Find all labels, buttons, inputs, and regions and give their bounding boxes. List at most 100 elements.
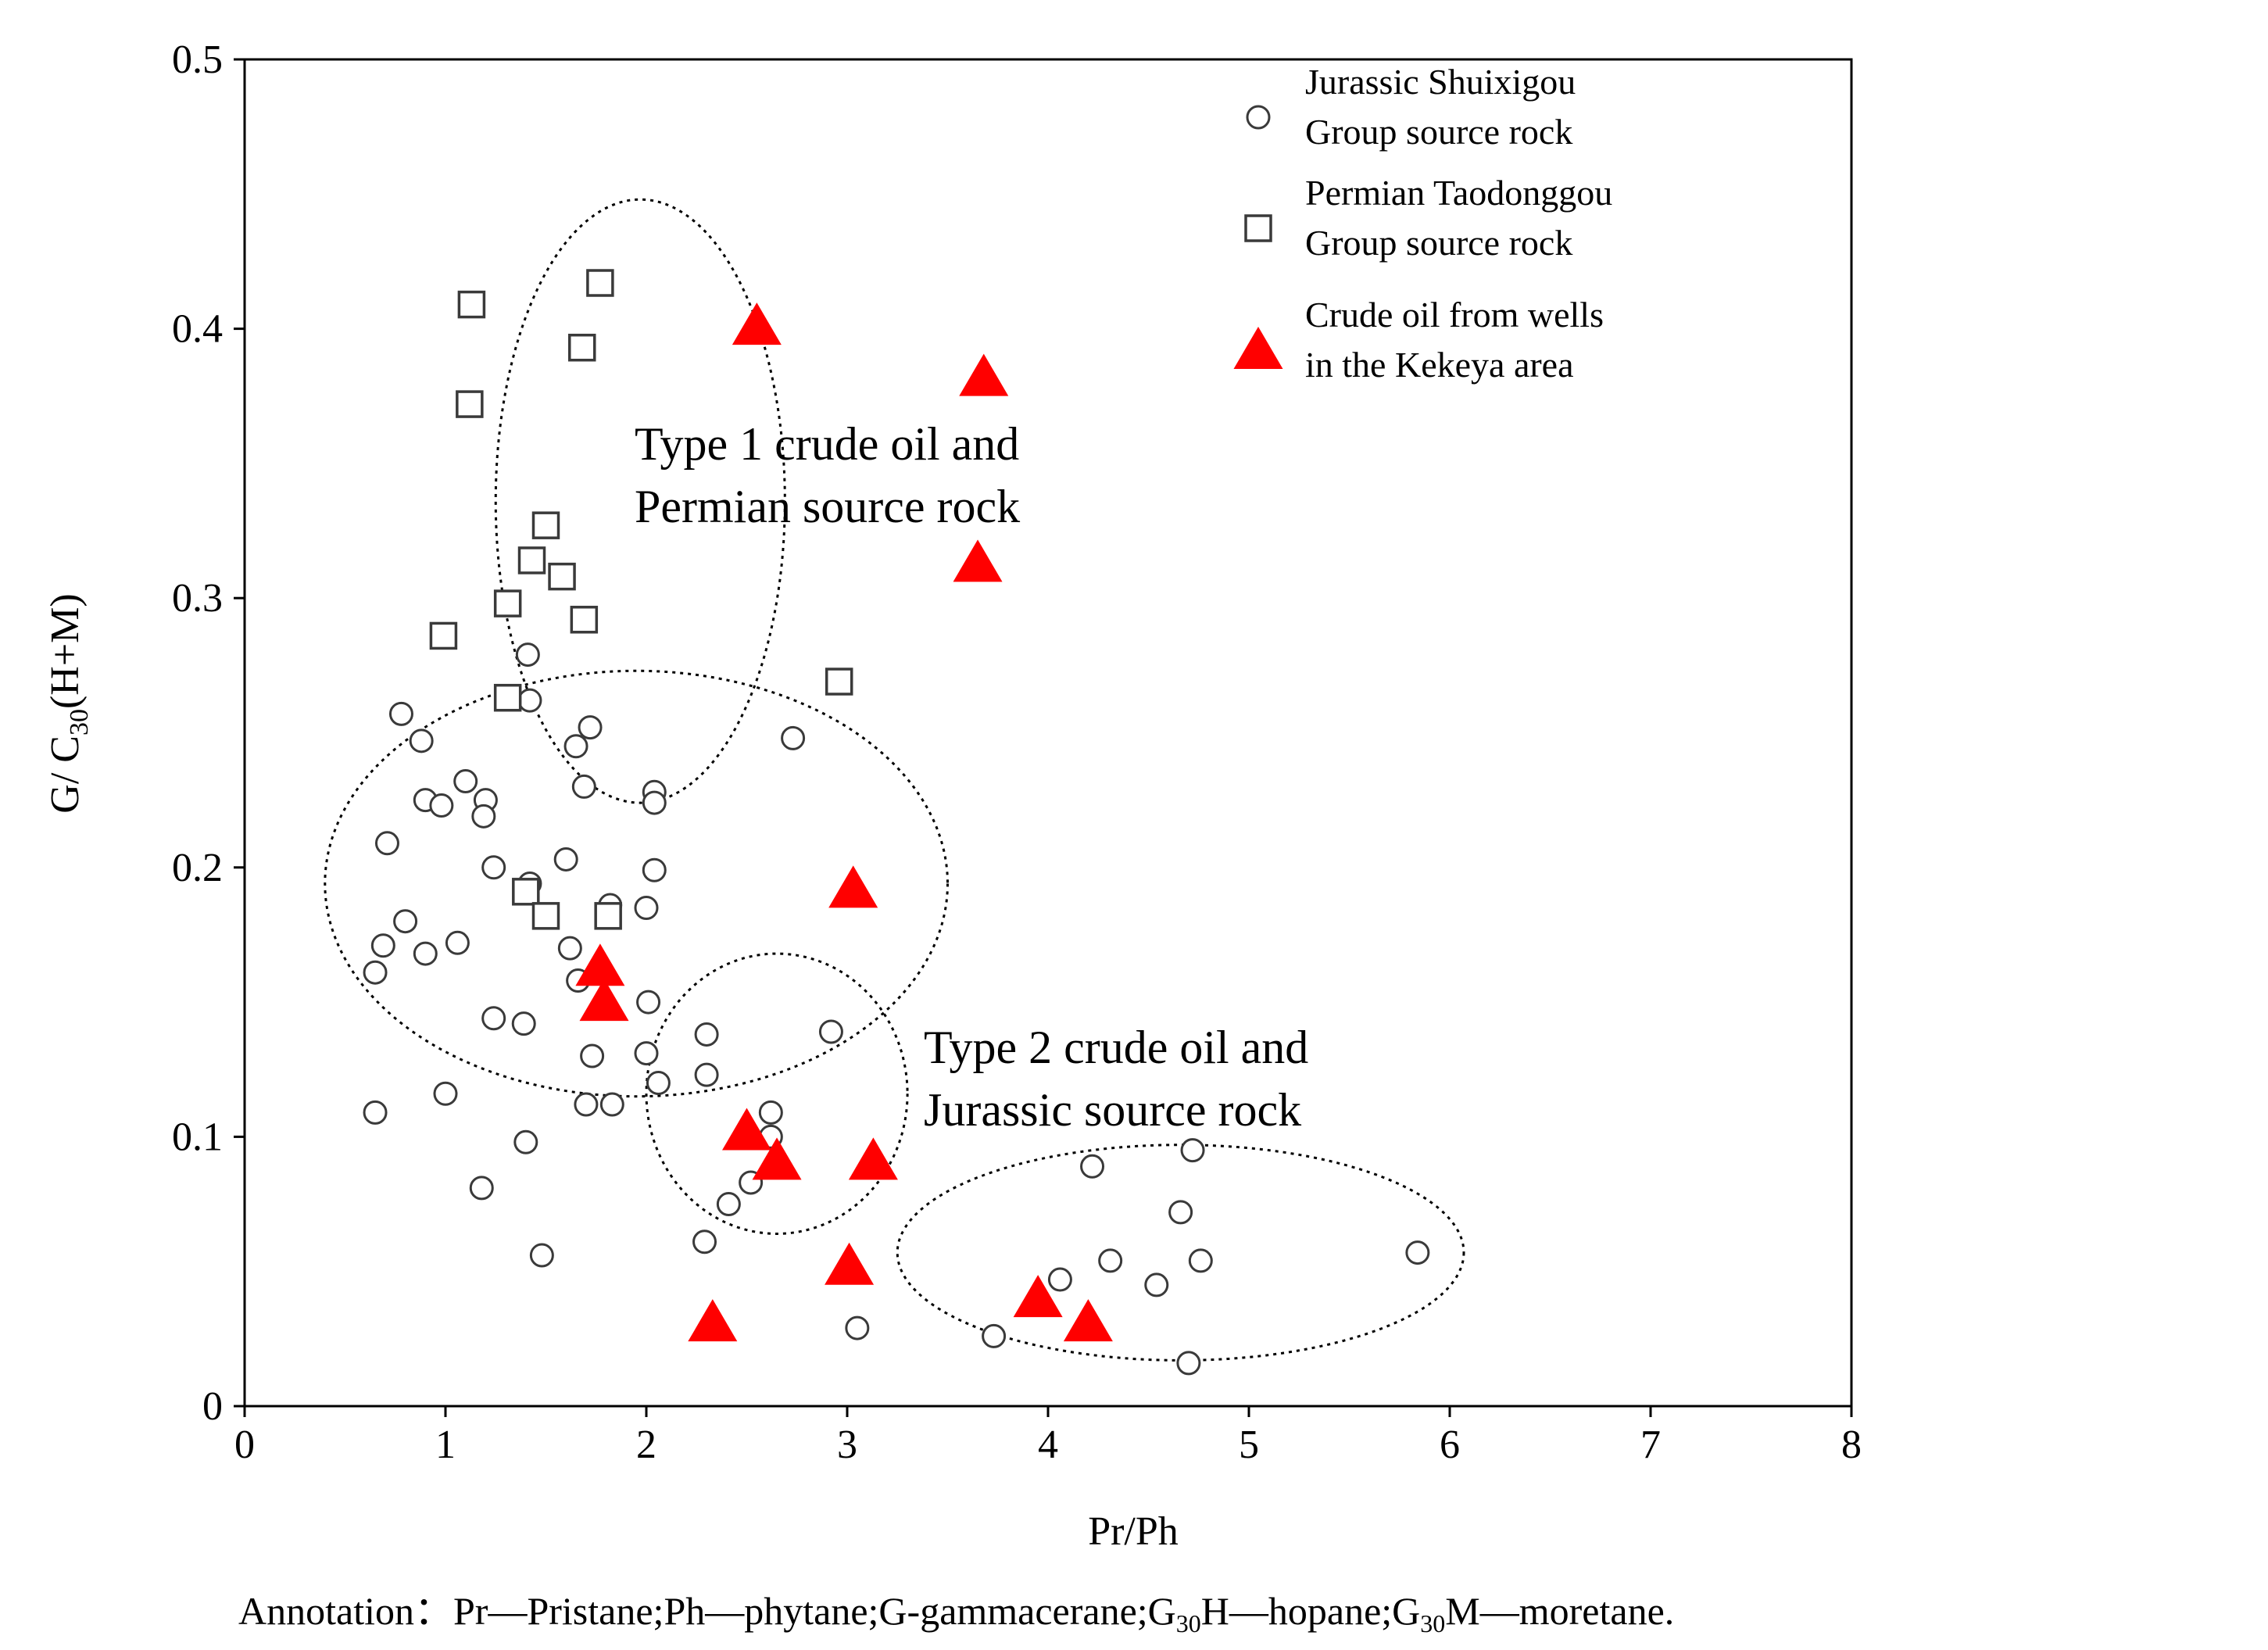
x-tick-label: 7 [1640,1423,1661,1467]
jurassic-point [1188,1248,1213,1273]
x-tick-label: 0 [234,1423,255,1467]
permian-point [531,902,560,930]
jurassic-point [694,1022,719,1047]
jurassic-point [571,774,596,799]
legend-marker-circle [1246,105,1271,130]
type2-ellipse [645,952,909,1235]
jurassic-point [781,725,806,750]
jurassic-point [982,1323,1007,1348]
x-tick-label: 6 [1440,1423,1460,1467]
permian-point [568,333,596,362]
legend-label-line2: Group source rock [1305,223,1572,263]
legend-label-line2: in the Kekeya area [1305,345,1574,385]
annotation-line1: Type 1 crude oil and [635,418,1019,470]
annotation-group: Type 1 crude oil and Permian source rock T… [635,418,1308,1136]
jurassic-point [515,642,540,668]
jurassic-point [529,1243,554,1268]
jurassic-point [481,855,506,880]
jurassic-point [513,1129,538,1154]
crude-oil-point [959,353,1009,396]
legend-label-line1: Crude oil from wells [1305,295,1604,335]
jurassic-point [374,831,399,856]
permian-point [429,621,458,650]
jurassic-point [634,1041,659,1066]
jurassic-point [370,933,395,958]
jurassic-point [445,930,470,955]
footnote-h-sub: 30 [1176,1609,1201,1637]
y-axis-label-tail: (H+M) [43,593,88,709]
footnote-h-def: hopane; [1268,1589,1392,1633]
crude-oil-point [732,302,782,345]
jurassic-point [1098,1248,1123,1273]
footnote-m-tail: M [1445,1589,1479,1633]
jurassic-point [563,734,588,759]
jurassic-point [578,715,603,740]
crude-oil-point [825,1242,875,1285]
permian-point [457,290,486,319]
legend-label-line1: Jurassic Shuixigou [1305,62,1576,102]
y-axis-label-sub: 30 [65,709,94,736]
crude-oil-point [752,1137,802,1180]
crude-oil-point [848,1137,898,1180]
type1-ellipse [494,198,786,804]
permian-point [456,390,484,418]
x-tick-label: 1 [435,1423,456,1467]
footnote-g-def: gammacerane; [920,1589,1147,1633]
crude-oil-point [579,979,629,1022]
footnote-dash: - [907,1589,921,1633]
jurassic-point [471,804,496,829]
jurassic-point [694,1062,719,1087]
footnote-pr-def: Pristane; [527,1589,664,1633]
permian-point [586,269,614,297]
jurassic-point [580,1043,605,1068]
jurassic-point [388,701,413,726]
footnote-m-def: moretane. [1519,1589,1675,1633]
jurassic-point [511,1011,536,1036]
y-axis-label: G/ C30(H+M) [43,593,94,813]
crude-oil-point [722,1108,771,1151]
jurassic-point [429,793,454,818]
jurassic-point [634,895,659,920]
footnote-m-base: G [1392,1589,1420,1633]
y-tick-label: 0.1 [172,1115,223,1159]
jurassic-point [845,1315,870,1340]
crude-oil-point [1063,1299,1113,1342]
jurassic-point [363,1100,388,1125]
jurassic-point [409,728,434,753]
permian-point [594,902,622,930]
footnote-label: Annotation [238,1589,414,1633]
jurassic-point [642,790,667,815]
jurassic-point [469,1176,494,1201]
legend: Jurassic Shuixigou Group source rock Permi… [1233,62,1612,385]
x-tick-label: 3 [837,1423,857,1467]
legend-label-line1: Permian Taodonggou [1305,173,1612,213]
tick-group: 0 1 2 3 4 5 6 7 8 0 0.1 0.2 0.3 0.4 0.5 [172,38,1862,1467]
permian-point [570,606,599,634]
jurassic-point [517,688,542,713]
jurassic-point [1168,1200,1193,1225]
footnote-pr: Pr [453,1589,488,1633]
jurassic-point [599,1092,624,1117]
footnote-dash: — [1479,1589,1520,1633]
footnote-ph-def: phytane; [744,1589,878,1633]
x-axis-label: Pr/Ph [1088,1509,1179,1554]
permian-point [512,878,540,906]
jurassic-point [1405,1240,1430,1265]
footnote-m-sub: 30 [1420,1609,1445,1637]
jurassic-point [363,960,388,985]
data-points [363,269,1430,1376]
footnote-dash: — [1229,1589,1269,1633]
jurassic-point [413,941,438,966]
jurassic-point [1047,1267,1072,1292]
jurassic-point [1144,1272,1169,1297]
jurassic-point [481,1006,506,1031]
jurassic-point [636,990,661,1015]
permian-point [531,511,560,539]
crude-oil-point [953,539,1003,582]
crude-oil-point [828,865,878,908]
crude-oil-point [1013,1275,1063,1318]
permian-point [493,683,522,712]
jurassic-point [646,1070,671,1095]
legend-label-line2: Group source rock [1305,112,1572,152]
jurassic-point [818,1019,843,1044]
